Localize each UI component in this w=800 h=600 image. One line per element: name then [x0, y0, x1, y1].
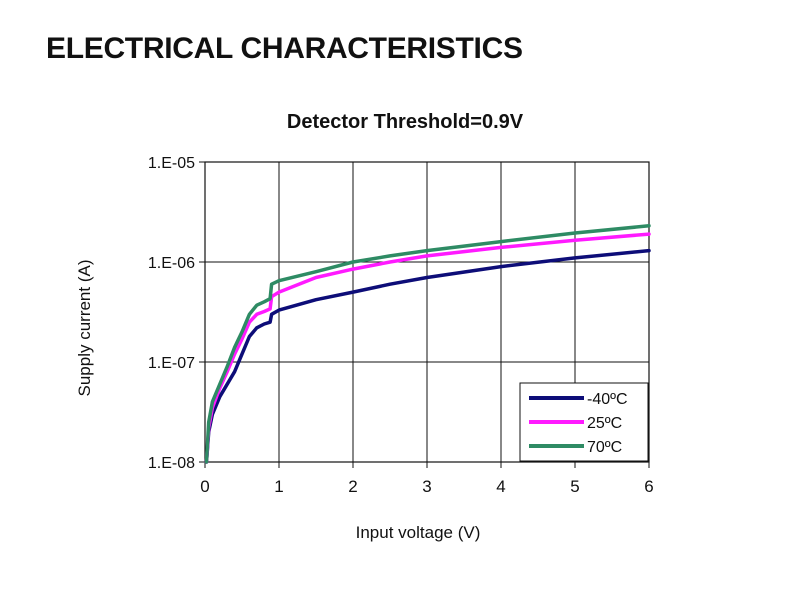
- x-tick-label: 5: [570, 477, 579, 496]
- series-line-2: [204, 224, 651, 464]
- x-tick-label: 6: [644, 477, 653, 496]
- y-axis-label: Supply current (A): [75, 260, 94, 397]
- y-tick-label: 1.E-05: [148, 155, 195, 172]
- x-axis-ticks: 0 1 2 3 4 5 6: [200, 462, 654, 496]
- x-tick-label: 3: [422, 477, 431, 496]
- series-lines: [204, 224, 651, 464]
- legend-label-series-0: -40ºC: [587, 391, 628, 408]
- legend: -40ºC 25ºC 70ºC: [519, 382, 649, 462]
- series-line-0: [204, 248, 651, 464]
- chart-title: Detector Threshold=0.9V: [287, 111, 524, 133]
- y-tick-label: 1.E-07: [148, 355, 195, 372]
- legend-label-series-2: 70ºC: [587, 439, 622, 456]
- y-tick-label: 1.E-08: [148, 455, 195, 472]
- x-tick-label: 2: [348, 477, 357, 496]
- legend-label-series-1: 25ºC: [587, 415, 622, 432]
- y-axis-ticks: 1.E-08 1.E-07 1.E-06 1.E-05: [148, 155, 205, 472]
- page-heading: ELECTRICAL CHARACTERISTICS: [46, 32, 523, 65]
- x-axis-label: Input voltage (V): [356, 523, 481, 542]
- x-tick-label: 1: [274, 477, 283, 496]
- x-tick-label: 0: [200, 477, 209, 496]
- y-tick-label: 1.E-06: [148, 255, 195, 272]
- x-tick-label: 4: [496, 477, 505, 496]
